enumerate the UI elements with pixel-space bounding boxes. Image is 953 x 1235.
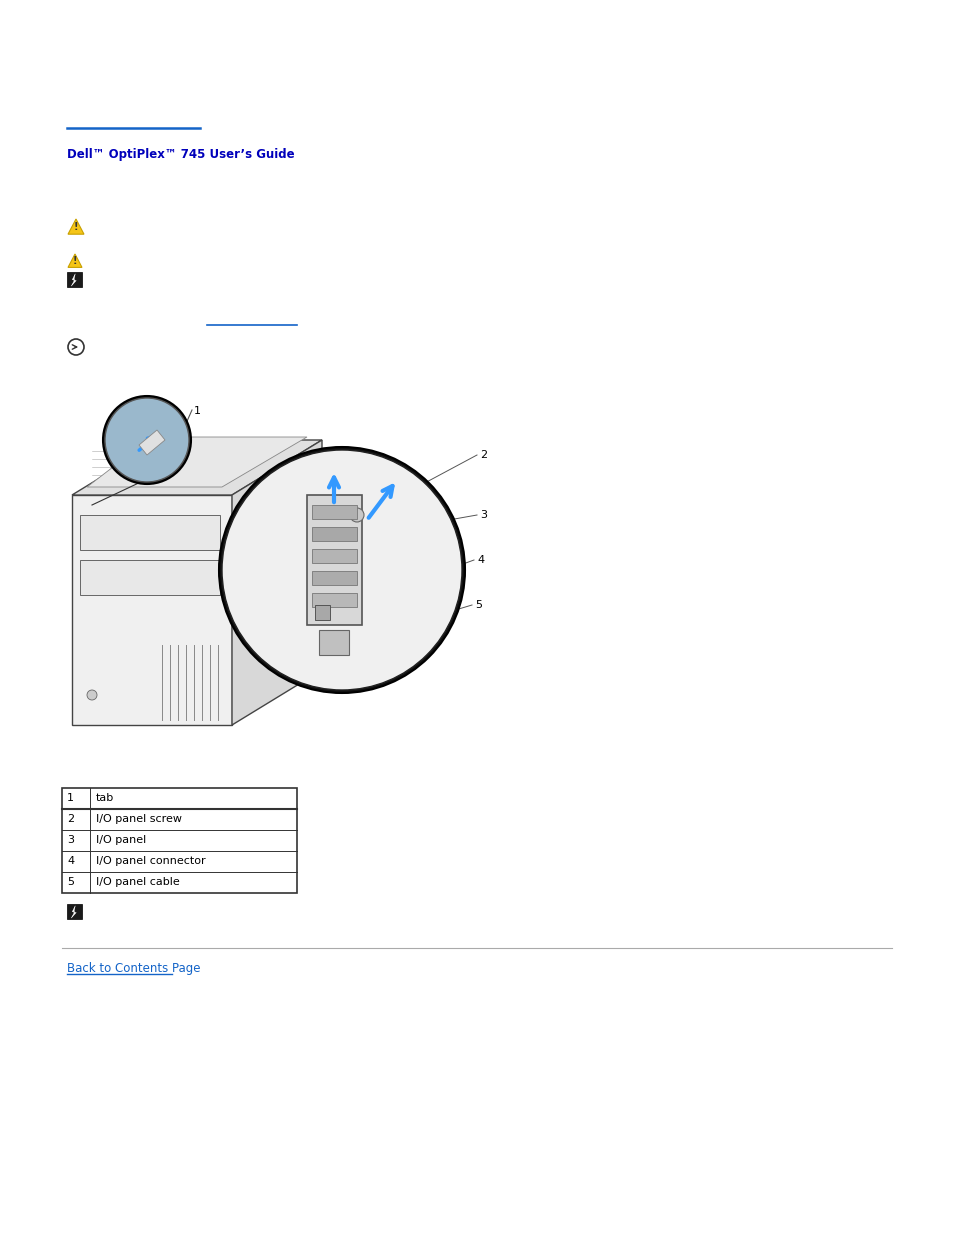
Text: 2: 2 xyxy=(479,450,487,459)
Text: 4: 4 xyxy=(476,555,483,564)
Text: I/O panel: I/O panel xyxy=(96,835,146,845)
Polygon shape xyxy=(68,219,84,235)
Bar xyxy=(67,272,82,287)
Polygon shape xyxy=(71,274,76,287)
Text: Dell™ OptiPlex™ 745 User’s Guide: Dell™ OptiPlex™ 745 User’s Guide xyxy=(67,148,294,161)
Text: Back to Contents Page: Back to Contents Page xyxy=(67,962,200,974)
Polygon shape xyxy=(71,440,322,495)
Bar xyxy=(312,527,356,541)
Bar xyxy=(314,605,330,620)
Text: tab: tab xyxy=(96,793,114,803)
Text: 4: 4 xyxy=(67,856,74,866)
Circle shape xyxy=(350,508,364,522)
Text: !: ! xyxy=(72,256,77,266)
Polygon shape xyxy=(71,495,232,725)
Bar xyxy=(67,904,82,919)
Text: 2: 2 xyxy=(67,814,74,824)
Text: 3: 3 xyxy=(479,510,486,520)
Bar xyxy=(318,630,349,655)
Bar xyxy=(312,571,356,585)
Circle shape xyxy=(68,338,84,354)
Text: I/O panel screw: I/O panel screw xyxy=(96,814,182,824)
Text: !: ! xyxy=(73,222,78,232)
Text: 1: 1 xyxy=(67,793,74,803)
Bar xyxy=(312,505,356,519)
Bar xyxy=(80,515,220,550)
Polygon shape xyxy=(87,437,307,487)
Text: I/O panel connector: I/O panel connector xyxy=(96,856,206,866)
Polygon shape xyxy=(71,905,76,918)
Circle shape xyxy=(219,447,464,693)
Text: 3: 3 xyxy=(67,835,74,845)
Text: 5: 5 xyxy=(67,877,74,887)
Circle shape xyxy=(103,396,191,484)
Polygon shape xyxy=(232,440,322,725)
Circle shape xyxy=(222,450,461,690)
Text: 1: 1 xyxy=(193,406,201,416)
Text: 5: 5 xyxy=(475,600,481,610)
Polygon shape xyxy=(68,254,82,268)
Bar xyxy=(312,550,356,563)
Text: I/O panel cable: I/O panel cable xyxy=(96,877,179,887)
Bar xyxy=(62,788,296,893)
Circle shape xyxy=(87,690,97,700)
Polygon shape xyxy=(139,430,165,454)
Bar xyxy=(80,559,220,595)
Circle shape xyxy=(105,398,189,482)
Bar xyxy=(312,593,356,606)
Bar xyxy=(307,495,361,625)
